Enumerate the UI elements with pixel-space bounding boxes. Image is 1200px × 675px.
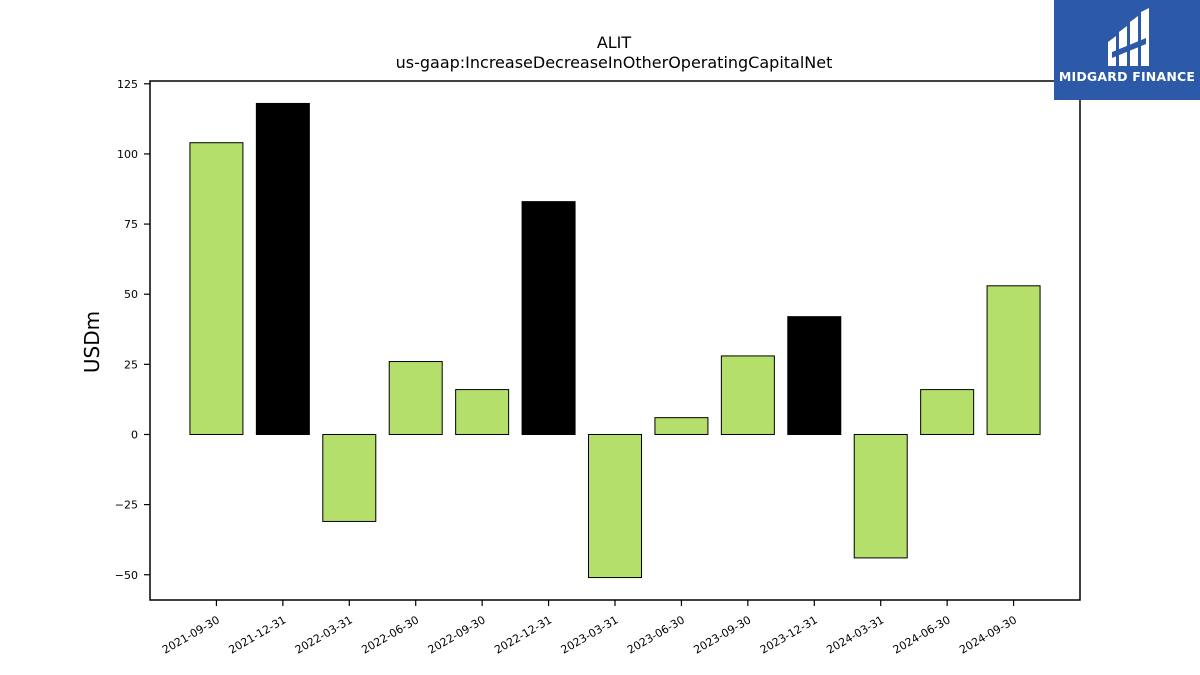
y-tick-label: 0 <box>131 428 138 441</box>
y-tick-label: 25 <box>124 358 138 371</box>
bar-2022-12-31 <box>521 201 576 435</box>
bar-2024-09-30 <box>986 285 1041 435</box>
x-tick-label: 2023-12-31 <box>758 613 820 656</box>
y-tick-label: 125 <box>117 78 138 91</box>
midgard-finance-logo: MIDGARD FINANCE <box>1054 0 1200 100</box>
x-tick-label: 2024-03-31 <box>824 613 886 656</box>
bar-2024-06-30 <box>920 389 975 435</box>
bar-2022-03-31 <box>322 433 377 522</box>
y-tick-label: 75 <box>124 218 138 231</box>
x-tick-label: 2023-06-30 <box>625 613 687 656</box>
x-tick-label: 2022-12-31 <box>492 613 554 656</box>
x-tick-label: 2022-03-31 <box>293 613 355 656</box>
bar-2021-09-30 <box>189 142 244 435</box>
chart-title: ALIT <box>597 33 632 52</box>
x-tick-label: 2023-03-31 <box>559 613 621 656</box>
x-tick-label: 2021-09-30 <box>160 613 222 656</box>
bar-2023-06-30 <box>654 417 709 435</box>
midgard-logo-icon <box>1108 8 1149 66</box>
x-tick-label: 2023-09-30 <box>691 613 753 656</box>
bar-2024-03-31 <box>853 433 908 559</box>
y-tick-label: −50 <box>115 569 138 582</box>
y-tick-label: −25 <box>115 499 138 512</box>
bar-2022-09-30 <box>455 389 510 435</box>
logo-text: MIDGARD FINANCE <box>1058 69 1196 84</box>
plot-frame <box>149 80 1081 601</box>
x-tick-label: 2024-06-30 <box>891 613 953 656</box>
bar-2023-09-30 <box>720 355 775 435</box>
x-tick-label: 2024-09-30 <box>957 613 1019 656</box>
y-axis-label: USDm <box>80 311 104 373</box>
bar-2023-12-31 <box>787 316 842 435</box>
x-tick-label: 2021-12-31 <box>226 613 288 656</box>
y-tick-label: 50 <box>124 288 138 301</box>
bar-2022-06-30 <box>388 361 443 435</box>
y-tick-label: 100 <box>117 148 138 161</box>
chart-subtitle: us-gaap:IncreaseDecreaseInOtherOperating… <box>396 53 833 72</box>
x-tick-label: 2022-09-30 <box>426 613 488 656</box>
bar-2021-12-31 <box>255 102 310 435</box>
bar-2023-03-31 <box>588 433 642 579</box>
x-tick-label: 2022-06-30 <box>359 613 421 656</box>
